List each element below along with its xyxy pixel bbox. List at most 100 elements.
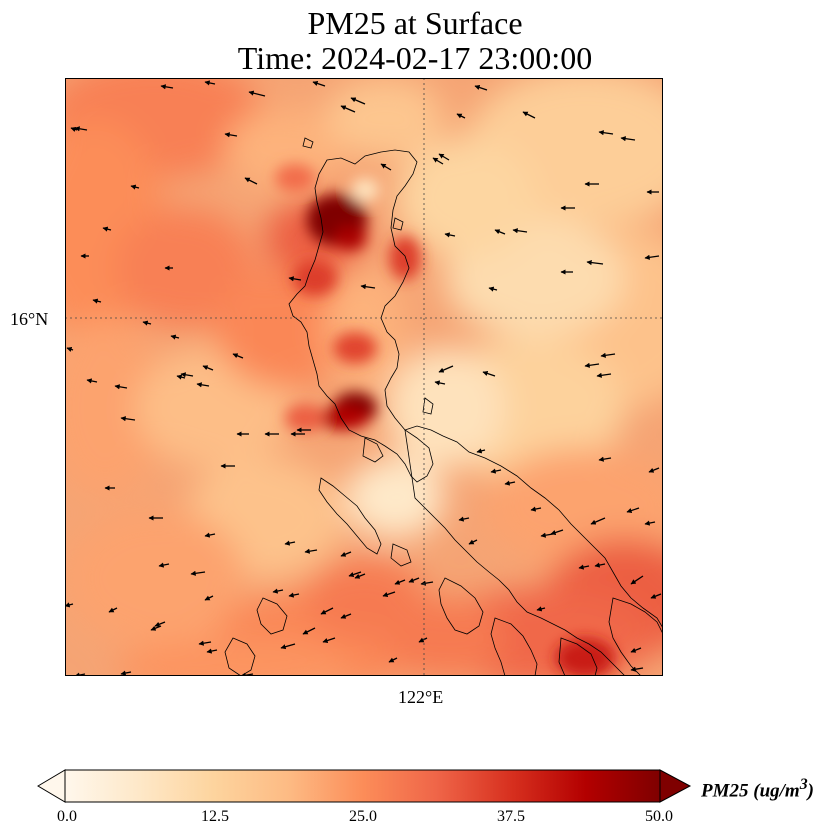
colorbar-label-exponent: 3 <box>799 776 808 793</box>
wind-arrow <box>490 468 502 474</box>
wind-arrow <box>476 448 486 454</box>
wind-arrow <box>284 540 296 546</box>
map-border <box>65 78 663 676</box>
wind-arrow <box>512 228 528 234</box>
mindoro-coast <box>318 477 382 555</box>
wind-arrow <box>108 607 118 613</box>
wind-arrow <box>206 648 218 654</box>
concentration-blob <box>215 268 355 388</box>
wind-arrow <box>620 136 636 142</box>
concentration-blob <box>115 638 355 676</box>
concentration-blob <box>345 458 445 538</box>
wind-arrow <box>288 592 300 598</box>
wind-arrow <box>198 640 212 646</box>
wind-arrow <box>304 548 318 554</box>
panay-coast <box>438 577 484 635</box>
wind-arrow <box>190 570 206 576</box>
colorbar-label-text: PM25 (ug/m <box>701 780 800 802</box>
samar-leyte-coast <box>608 597 663 676</box>
colorbar-label: PM25 (ug/m3) <box>701 773 814 803</box>
concentration-hotspot <box>317 406 369 430</box>
colorbar <box>37 769 692 803</box>
concentration-hotspot <box>309 195 361 231</box>
wind-arrow <box>150 625 162 631</box>
wind-arrow <box>596 372 612 378</box>
wind-arrow <box>468 539 478 545</box>
island-coast-1 <box>256 597 288 635</box>
wind-arrow <box>142 320 152 326</box>
luzon-coast <box>288 149 434 483</box>
colorbar-tick: 50.0 <box>645 808 673 825</box>
wind-arrow <box>536 606 546 612</box>
wind-arrow <box>584 362 600 368</box>
colorbar-tick: 25.0 <box>349 808 377 825</box>
island-coast-5 <box>390 543 412 567</box>
island-coast-7 <box>392 217 404 231</box>
wind-arrow <box>420 580 434 586</box>
colorbar-extend-high <box>659 769 692 803</box>
wind-arrow <box>114 384 128 390</box>
island-coast-4 <box>422 397 434 415</box>
colorbar-tick: 37.5 <box>497 808 525 825</box>
wind-arrow <box>522 111 536 119</box>
wind-arrow <box>322 637 336 643</box>
wind-arrow <box>65 602 74 608</box>
wind-vectors <box>65 80 662 676</box>
wind-arrow <box>418 637 428 643</box>
concentration-hotspot <box>275 164 315 192</box>
wind-arrow <box>340 613 352 619</box>
wind-arrow <box>394 579 406 585</box>
wind-arrow <box>644 254 660 260</box>
wind-arrow <box>458 516 470 522</box>
wind-arrow <box>120 670 132 676</box>
wind-arrow <box>202 365 214 371</box>
wind-arrow <box>354 573 366 579</box>
concentration-blob <box>305 558 425 638</box>
coastlines <box>224 137 663 676</box>
wind-arrow <box>224 132 238 138</box>
wind-arrow <box>280 643 296 650</box>
wind-arrow <box>232 353 244 359</box>
concentration-blob <box>115 208 255 328</box>
wind-arrow <box>434 380 446 386</box>
island-coast-6 <box>302 137 314 149</box>
wind-arrow <box>530 506 542 512</box>
wind-arrow <box>272 588 284 594</box>
wind-arrow <box>204 80 216 86</box>
wind-arrow <box>380 163 392 171</box>
wind-arrow <box>204 532 216 538</box>
island-coast-3 <box>362 437 384 463</box>
wind-arrow <box>494 229 506 235</box>
pm25-map <box>65 78 663 676</box>
wind-arrow <box>74 126 88 132</box>
wind-arrow <box>158 562 170 568</box>
wind-arrow <box>180 372 194 378</box>
wind-arrow <box>408 577 420 583</box>
wind-arrow <box>66 347 74 352</box>
wind-arrow <box>644 520 656 526</box>
wind-arrow <box>578 564 590 570</box>
wind-arrow <box>130 184 140 190</box>
map-panel <box>65 78 663 676</box>
wind-arrow <box>360 284 376 290</box>
wind-arrow <box>488 286 498 292</box>
wind-arrow <box>170 334 180 340</box>
wind-arrow <box>600 352 616 358</box>
wind-arrow <box>550 529 564 535</box>
colorbar-label-close: ) <box>807 780 814 802</box>
wind-arrow <box>312 81 326 87</box>
wind-arrow <box>340 551 352 557</box>
concentration-blob <box>65 508 245 648</box>
concentration-hotspot <box>285 404 325 432</box>
wind-arrow <box>340 105 356 113</box>
cebu-coast <box>558 637 598 676</box>
wind-arrow <box>456 113 466 119</box>
colorbar-tick: 0.0 <box>57 808 77 825</box>
wind-arrow <box>302 627 316 635</box>
wind-arrow <box>482 371 496 377</box>
concentration-hotspot <box>333 332 377 364</box>
wind-arrow <box>438 153 450 161</box>
concentration-hotspot <box>334 226 366 250</box>
wind-arrow <box>154 621 166 627</box>
wind-arrow <box>626 507 640 513</box>
